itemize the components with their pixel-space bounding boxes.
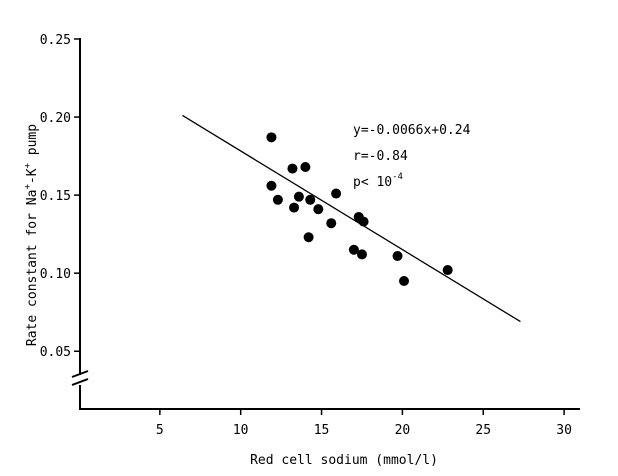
data-point [356, 249, 367, 260]
x-tick-label: 30 [556, 423, 572, 438]
data-point [293, 191, 304, 202]
data-point [326, 218, 337, 229]
y-axis-title-sup2: + [23, 162, 33, 168]
regression-equation: y=-0.0066x+0.24 [353, 123, 471, 138]
y-axis-title-mid: -K [25, 168, 40, 184]
regression-line [182, 114, 521, 323]
data-point [399, 275, 410, 286]
correlation-coefficient: r=-0.84 [353, 149, 408, 164]
x-tick-label: 25 [475, 423, 491, 438]
data-point [331, 188, 342, 199]
y-tick-label: 0.05 [40, 345, 71, 360]
p-value-base: p< 10 [353, 175, 392, 190]
p-value-exponent: -4 [392, 172, 403, 182]
y-axis-title: Rate constant for Na+-K+ pump [23, 124, 40, 346]
y-tick-label: 0.20 [40, 111, 71, 126]
data-point [348, 244, 359, 255]
y-ticks: 0.05 0.10 0.15 0.20 0.25 [40, 33, 80, 360]
data-point [287, 163, 298, 174]
data-point [313, 204, 324, 215]
data-point [272, 194, 283, 205]
y-axis [71, 38, 89, 409]
data-point [289, 202, 300, 213]
data-point [392, 250, 403, 261]
x-tick-label: 15 [314, 423, 330, 438]
p-value: p< 10-4 [353, 172, 403, 190]
data-point [358, 216, 369, 227]
x-tick-label: 20 [395, 423, 411, 438]
y-axis-break [71, 370, 89, 386]
y-tick-label: 0.10 [40, 267, 71, 282]
y-tick-label: 0.25 [40, 33, 71, 48]
data-points [266, 132, 453, 286]
y-axis-title-end: pump [25, 124, 40, 163]
data-point [305, 194, 316, 205]
y-axis-title-sup1: + [23, 184, 33, 190]
x-tick-label: 10 [233, 423, 249, 438]
data-point [442, 265, 453, 276]
data-point [266, 132, 277, 143]
data-point [266, 180, 277, 191]
data-point [303, 232, 314, 243]
data-point [300, 162, 311, 173]
x-ticks: 5 10 15 20 25 30 [156, 409, 572, 438]
y-tick-label: 0.15 [40, 189, 71, 204]
x-tick-label: 5 [156, 423, 164, 438]
x-axis-title: Red cell sodium (mmol/l) [250, 453, 438, 468]
y-axis-title-main: Rate constant for Na [25, 190, 40, 347]
